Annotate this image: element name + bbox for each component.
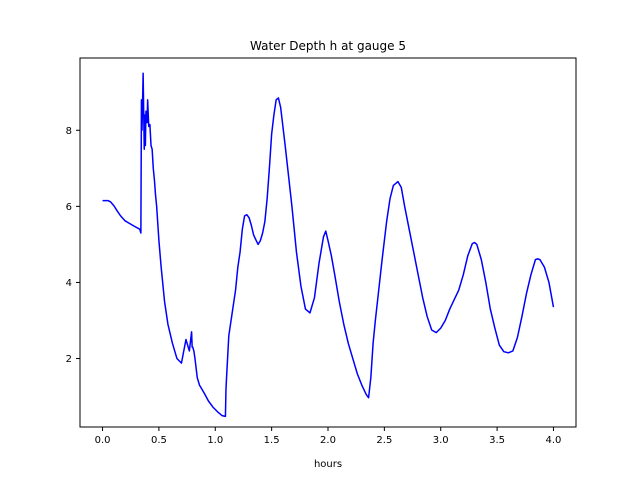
x-tick-label: 1.0 (207, 435, 223, 446)
x-tick-label: 2.0 (320, 435, 336, 446)
x-tick-label: 2.5 (376, 435, 392, 446)
series-layer (102, 72, 555, 418)
x-tick-label: 1.5 (264, 435, 280, 446)
series-line-0 (102, 72, 555, 418)
y-axis-ticks: 2 4 6 8 (66, 126, 80, 365)
x-tick-label: 0.0 (95, 435, 111, 446)
x-axis-ticks: 0.0 0.5 1.0 1.5 2.0 2.5 3.0 3.5 4.0 (95, 427, 562, 446)
x-tick-label: 3.0 (433, 435, 449, 446)
x-tick-label: 4.0 (546, 435, 562, 446)
chart-title: Water Depth h at gauge 5 (250, 39, 406, 53)
y-tick-label: 2 (66, 354, 72, 365)
x-tick-label: 0.5 (151, 435, 167, 446)
y-tick-label: 6 (66, 202, 72, 213)
x-tick-label: 3.5 (489, 435, 505, 446)
y-tick-label: 8 (66, 126, 72, 137)
plot-frame (79, 57, 577, 428)
x-axis-label: hours (314, 459, 342, 470)
y-tick-label: 4 (66, 278, 72, 289)
